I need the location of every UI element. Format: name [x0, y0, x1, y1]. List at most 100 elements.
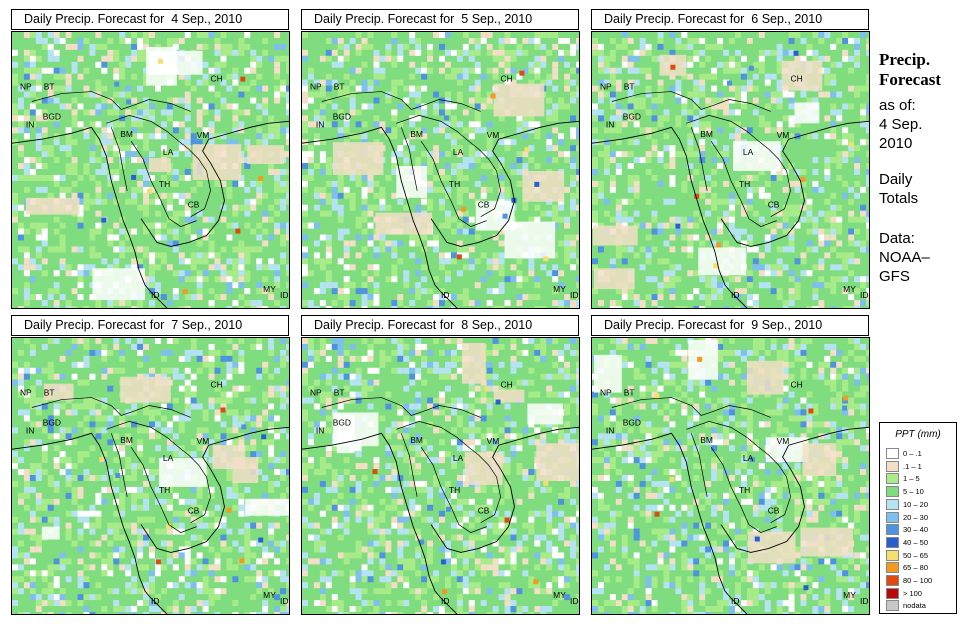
country-label: MY	[843, 590, 856, 600]
country-label: ID	[280, 290, 288, 300]
map-panel-sep7: NP BT IN BGD BM CH VM LA TH CB ID MY ID	[11, 337, 290, 615]
panel-title-sep6: Daily Precip. Forecast for 6 Sep., 2010	[591, 9, 869, 30]
country-label: NP	[310, 82, 322, 92]
country-label: LA	[743, 453, 754, 463]
country-label: TH	[159, 485, 170, 495]
country-label: ID	[570, 596, 578, 606]
country-label: VM	[487, 130, 500, 140]
legend-item: nodata	[886, 600, 954, 612]
country-label: CH	[211, 74, 223, 84]
map-panel-sep4: NP BT IN BGD BM CH VM LA TH CB ID MY ID	[11, 31, 290, 309]
legend-item: > 100	[886, 587, 954, 599]
country-label: LA	[453, 453, 464, 463]
country-label: BGD	[43, 111, 61, 121]
country-label: NP	[600, 388, 612, 398]
country-label: BT	[334, 388, 345, 398]
country-label: TH	[449, 485, 460, 495]
country-label: LA	[453, 147, 464, 157]
side-data-line2: NOAA–	[879, 249, 930, 266]
legend-label: 1 – 5	[903, 474, 920, 484]
legend-label: 20 – 30	[903, 512, 929, 522]
country-label: CB	[478, 200, 490, 210]
legend-swatch	[886, 549, 899, 561]
country-label: LA	[743, 147, 754, 157]
country-label: LA	[163, 453, 174, 463]
legend-item: 50 – 65	[886, 549, 954, 561]
legend-swatch	[886, 575, 899, 586]
panel-title-sep4: Daily Precip. Forecast for 4 Sep., 2010	[11, 9, 289, 30]
precip-map-sep8: NP BT IN BGD BM CH VM LA TH CB ID MY ID	[302, 338, 579, 614]
country-label: CB	[188, 200, 200, 210]
legend-label: nodata	[903, 601, 926, 611]
country-label: MY	[263, 284, 276, 294]
map-panel-sep9: NP BT IN BGD BM CH VM LA TH CB ID MY ID	[591, 337, 870, 615]
precip-map-sep5: NP BT IN BGD BM CH VM LA TH CB ID MY ID	[302, 32, 579, 308]
country-label: VM	[197, 436, 210, 446]
legend-item: 10 – 20	[886, 498, 954, 510]
legend-label: 0 – .1	[903, 449, 922, 458]
legend-swatch	[886, 600, 899, 612]
country-label: CH	[211, 380, 223, 390]
panel-title-sep8: Daily Precip. Forecast for 8 Sep., 2010	[301, 315, 579, 336]
country-label: CH	[791, 380, 803, 390]
side-date-line1: 4 Sep.	[879, 116, 923, 133]
side-asof: as of:	[879, 97, 916, 114]
country-label: VM	[487, 436, 500, 446]
panel-title-sep5: Daily Precip. Forecast for 5 Sep., 2010	[301, 9, 579, 30]
country-label: CH	[501, 74, 513, 84]
country-label: NP	[600, 82, 612, 92]
country-label: ID	[151, 290, 159, 300]
country-label: CH	[791, 74, 803, 84]
country-label: NP	[20, 82, 32, 92]
country-label: BM	[700, 435, 713, 445]
country-label: MY	[553, 284, 566, 294]
country-label: ID	[731, 290, 739, 300]
precip-map-sep6: NP BT IN BGD BM CH VM LA TH CB ID MY ID	[592, 32, 869, 308]
map-panel-sep5: NP BT IN BGD BM CH VM LA TH CB ID MY ID	[301, 31, 580, 309]
precip-map-sep4: NP BT IN BGD BM CH VM LA TH CB ID MY ID	[12, 32, 289, 308]
legend-label: 40 – 50	[903, 537, 929, 547]
country-label: BT	[44, 82, 55, 92]
country-label: ID	[151, 596, 159, 606]
country-label: CB	[478, 506, 490, 516]
legend-swatch	[886, 486, 899, 498]
country-label: BT	[624, 388, 635, 398]
country-label: TH	[739, 179, 750, 189]
legend-label: 80 – 100	[903, 576, 933, 585]
legend-item: 40 – 50	[886, 536, 954, 548]
country-label: BM	[120, 435, 133, 445]
country-label: MY	[553, 590, 566, 600]
precip-map-sep9: NP BT IN BGD BM CH VM LA TH CB ID MY ID	[592, 338, 869, 614]
country-label: BT	[44, 388, 55, 398]
country-label: IN	[606, 119, 614, 129]
country-label: ID	[441, 596, 449, 606]
legend-label: > 100	[903, 588, 922, 598]
precip-map-sep7: NP BT IN BGD BM CH VM LA TH CB ID MY ID	[12, 338, 289, 614]
country-label: LA	[163, 147, 174, 157]
country-label: BGD	[623, 417, 641, 427]
legend-swatch	[886, 536, 899, 548]
country-label: IN	[316, 425, 324, 435]
legend-swatch	[886, 498, 899, 510]
legend-swatch	[886, 562, 899, 574]
legend-item: 80 – 100	[886, 575, 954, 586]
country-label: CB	[188, 506, 200, 516]
country-label: IN	[26, 425, 34, 435]
country-label: NP	[20, 388, 32, 398]
legend-label: 30 – 40	[903, 525, 929, 535]
legend-item: 5 – 10	[886, 486, 954, 498]
side-title-line1: Precip.	[879, 50, 931, 69]
country-label: BT	[624, 82, 635, 92]
country-label: BGD	[333, 417, 351, 427]
legend-item: .1 – 1	[886, 460, 954, 472]
legend-swatch	[886, 587, 899, 599]
legend-swatch	[886, 448, 899, 459]
map-panel-sep8: NP BT IN BGD BM CH VM LA TH CB ID MY ID	[301, 337, 580, 615]
country-label: MY	[843, 284, 856, 294]
legend-label: .1 – 1	[903, 461, 922, 471]
country-label: ID	[860, 290, 868, 300]
country-label: IN	[606, 425, 614, 435]
country-label: VM	[777, 130, 790, 140]
country-label: BM	[410, 435, 423, 445]
side-totals-line1: Daily	[879, 171, 913, 188]
